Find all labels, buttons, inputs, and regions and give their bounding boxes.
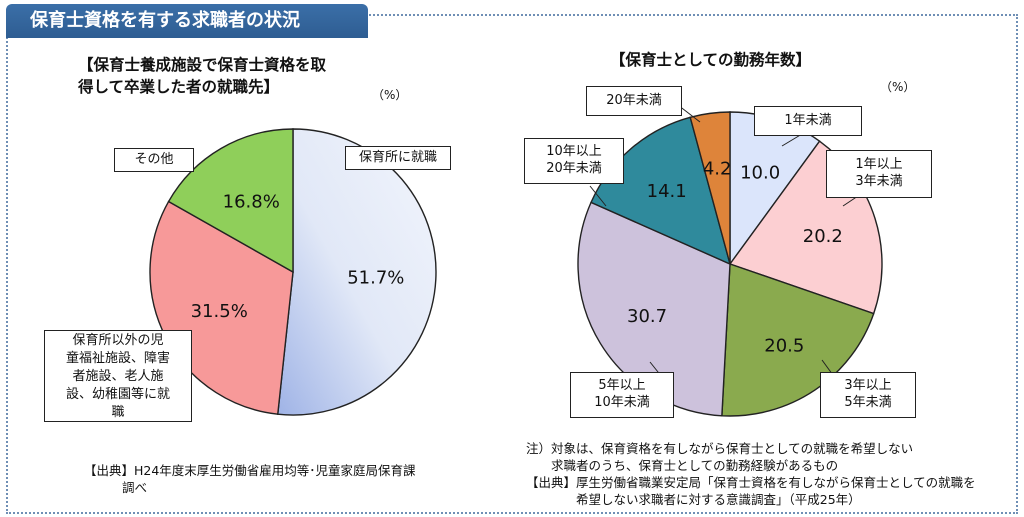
slice-label-line: 職: [111, 405, 125, 420]
left-chart-title-line: 【保育士養成施設で保育士資格を取: [78, 56, 327, 74]
slice-label-line: 保育所以外の児: [72, 333, 164, 348]
pie1-value-label-2: 31.5%: [191, 301, 248, 322]
right-chart-title: 【保育士としての勤務年数】: [610, 51, 812, 69]
note-line: 【出典】厚生労働省職業安定局「保育士資格を有しながら保育士としての就職を: [526, 475, 976, 490]
pie2-value-label-6: 4.2: [703, 159, 732, 180]
note-line: 求職者のうち、保育士としての勤務経験があるもの: [526, 458, 839, 473]
right-slice-label-under1: 1年未満: [754, 106, 862, 136]
right-slice-label-1to3: 1年以上 3年未満: [826, 150, 932, 198]
left-slice-label-hoikusho: 保育所に就職: [345, 146, 451, 170]
slice-label-text: 1年未満: [784, 113, 832, 128]
slice-label-line: 設、幼稚園等に就: [65, 387, 170, 402]
left-chart-unit: （%）: [372, 88, 408, 102]
pie2-slice-4: [577, 201, 731, 417]
pie2-value-label-1: 10.0: [740, 163, 780, 184]
slice-label-text: 20年未満: [606, 93, 662, 108]
content-frame: [6, 14, 1018, 514]
slice-label-line: 1年以上: [855, 157, 903, 172]
right-slice-label-5to10: 5年以上 10年未満: [570, 372, 674, 418]
source-line: 【出典】H24年度末厚生労働省雇用均等･児童家庭局保育課: [84, 463, 416, 478]
pie2-leader-line-1: [781, 133, 803, 147]
slice-label-text: 保育所に就職: [358, 150, 437, 165]
pie1-value-label-3: 16.8%: [223, 191, 280, 212]
slice-label-line: 者施設、老人施: [72, 369, 164, 384]
slice-label-line: 10年未満: [594, 395, 650, 410]
right-slice-label-20plus: 20年未満: [586, 86, 682, 116]
source-line: 調べ: [122, 480, 148, 495]
slice-label-line: 20年未満: [546, 161, 602, 176]
left-slice-label-other-facilities: 保育所以外の児 童福祉施設、障害 者施設、老人施 設、幼稚園等に就 職: [44, 330, 192, 422]
pie2-leader-line-5: [589, 185, 607, 207]
pie2-slice-3: [721, 263, 875, 417]
pie2-value-label-2: 20.2: [803, 226, 843, 247]
slice-label-text: その他: [134, 152, 174, 167]
left-chart-title-line: 得して卒業した者の就職先】: [78, 78, 280, 96]
slice-label-line: 10年以上: [546, 144, 602, 159]
pie2-value-label-5: 14.1: [647, 181, 687, 202]
pie2-slice-6: [689, 111, 731, 265]
slice-label-line: 3年未満: [855, 174, 903, 189]
pie2-value-label-4: 30.7: [627, 306, 667, 327]
slice-label-line: 童福祉施設、障害: [65, 351, 170, 366]
note-line: 希望しない求職者に対する意識調査」（平成25年）: [526, 492, 861, 507]
left-slice-label-other: その他: [114, 148, 194, 172]
slice-label-line: 3年以上: [844, 378, 892, 393]
pie1-slice-3: [167, 128, 294, 274]
left-chart-title: 【保育士養成施設で保育士資格を取 得して卒業した者の就職先】: [78, 54, 326, 98]
right-chart-unit: （%）: [880, 80, 916, 94]
slice-label-line: 5年未満: [844, 395, 892, 410]
pie2-value-label-3: 20.5: [764, 336, 804, 357]
slice-label-line: 5年以上: [598, 378, 646, 393]
page-title: 保育士資格を有する求職者の状況: [6, 4, 368, 38]
pie1-slice-1: [276, 128, 437, 416]
right-slice-label-10to20: 10年以上 20年未満: [524, 138, 624, 184]
note-line: 注）対象は、保育資格を有しながら保育士としての就職を希望しない: [526, 441, 914, 456]
pie1-value-label-1: 51.7%: [347, 267, 404, 288]
left-source-note: 【出典】H24年度末厚生労働省雇用均等･児童家庭局保育課 調べ: [84, 462, 416, 496]
right-source-note: 注）対象は、保育資格を有しながら保育士としての就職を希望しない 求職者のうち、保…: [526, 440, 976, 508]
right-slice-label-3to5: 3年以上 5年未満: [820, 372, 916, 418]
pie2-slice-5: [590, 116, 732, 266]
